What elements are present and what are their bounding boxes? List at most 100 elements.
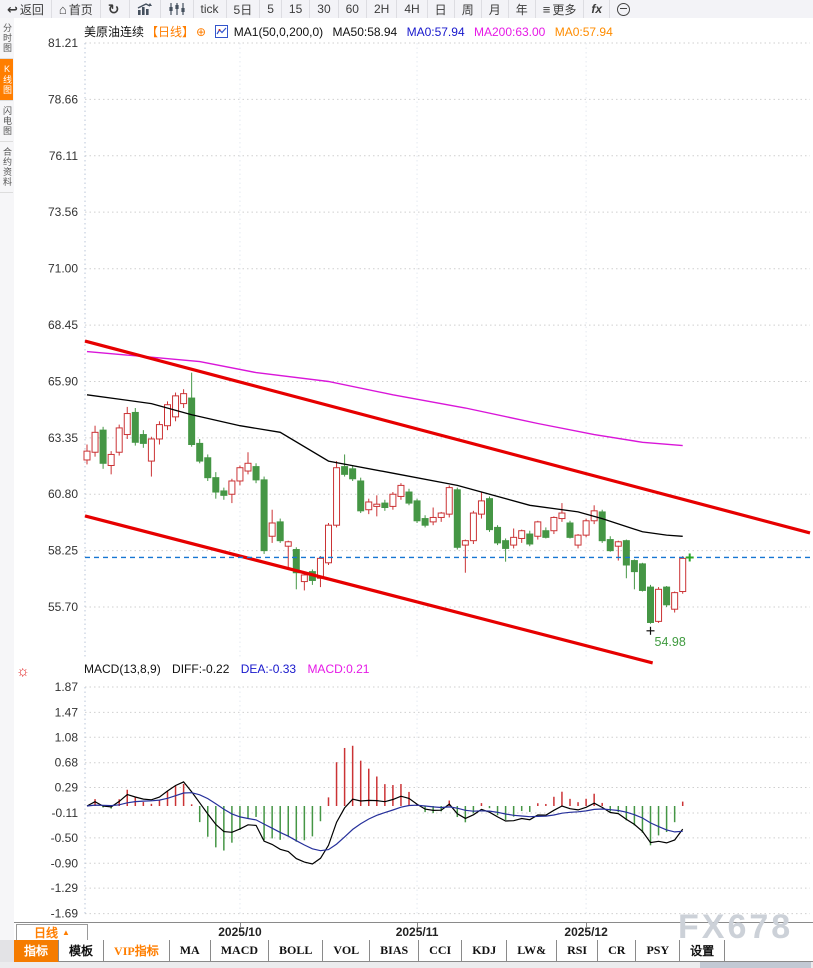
macd-axis-label: 0.29 (55, 781, 79, 795)
candle-chart-type-button[interactable] (161, 0, 194, 18)
candle-body (606, 539, 614, 552)
interval-15-button[interactable]: 15 (282, 0, 311, 18)
tab-KDJ[interactable]: KDJ (462, 940, 508, 962)
price-axis-label: 58.25 (48, 544, 78, 558)
macd-header: MACD(13,8,9) DIFF:-0.22 DEA:-0.33 MACD:0… (84, 662, 377, 676)
tab-VOL[interactable]: VOL (323, 940, 371, 962)
tab-BOLL[interactable]: BOLL (269, 940, 324, 962)
candle-body (421, 518, 429, 526)
price-axis-label: 73.56 (48, 205, 78, 219)
x-axis-row: 日线 ▲ 2025/10 2025/11 2025/12 (14, 922, 813, 941)
triangle-up-icon: ▲ (62, 928, 70, 937)
candle-body (655, 588, 663, 622)
low-price-label: 54.98 (655, 635, 686, 649)
more-button[interactable]: ≡ 更多 (536, 0, 585, 18)
refresh-button[interactable]: ↻ (101, 0, 130, 18)
candle-body (91, 431, 99, 453)
hamburger-icon: ≡ (542, 1, 551, 17)
price-axis-label: 60.80 (48, 487, 78, 501)
x-axis-tick (417, 923, 419, 927)
candle-body (196, 442, 204, 462)
tab-设置[interactable]: 设置 (680, 940, 726, 962)
candle-body (389, 493, 397, 507)
back-label: 返回 (19, 2, 44, 17)
tab-PSY[interactable]: PSY (636, 940, 681, 962)
bottom-left-corner (0, 940, 14, 962)
candle-body (292, 549, 300, 574)
interval-tick-button[interactable]: tick (194, 0, 227, 18)
channel-lower-line (84, 514, 654, 665)
back-button[interactable]: ↩ 返回 (0, 0, 52, 18)
indicator-settings-icon[interactable]: ☼ (16, 663, 30, 680)
interval-60-button[interactable]: 60 (339, 0, 367, 18)
add-indicator-icon[interactable]: ⊕ (196, 25, 207, 39)
period-label: 日线 (34, 926, 59, 940)
macd-axis-label: -0.90 (51, 856, 79, 870)
sidebar-item-kline[interactable]: K线图 (0, 59, 13, 101)
back-arrow-icon: ↩ (7, 1, 18, 17)
zoom-out-button[interactable] (610, 0, 637, 18)
price-axis-label: 81.21 (48, 36, 78, 50)
tab-指标[interactable]: 指标 (14, 940, 60, 962)
candle-body (558, 512, 566, 520)
tab-LW&[interactable]: LW& (507, 940, 558, 962)
price-axis-label: 65.90 (48, 374, 78, 388)
sidebar-item-contract-info[interactable]: 合约资料 (0, 142, 13, 193)
ma50-line (86, 394, 683, 537)
candle-body (220, 490, 228, 496)
interval-5day-button[interactable]: 5日 (227, 0, 261, 18)
candle-body (139, 434, 147, 444)
diff-value: DIFF:-0.22 (172, 662, 230, 676)
home-icon: ⌂ (58, 1, 67, 17)
interval-年-button[interactable]: 年 (509, 0, 536, 18)
candle-body (397, 484, 405, 497)
ma50-value: MA50:58.94 (332, 25, 398, 39)
interval-2H-button[interactable]: 2H (367, 0, 398, 18)
refresh-icon: ↻ (107, 1, 120, 17)
price-axis-label: 76.11 (49, 149, 78, 163)
interval-30-button[interactable]: 30 (310, 0, 339, 18)
tab-CR[interactable]: CR (598, 940, 637, 962)
mini-chart-icon[interactable] (215, 25, 229, 38)
interval-月-button[interactable]: 月 (482, 0, 509, 18)
macd-axis-label: -0.50 (51, 831, 79, 845)
candle-body (510, 536, 518, 546)
top-toolbar: ↩ 返回 ⌂ 首页 ↻ tick 5日 5 15 30 60 2H 4H 日周月年 (0, 0, 813, 19)
candle-body (502, 540, 510, 549)
candle-body (99, 429, 107, 464)
home-button[interactable]: ⌂ 首页 (52, 0, 101, 18)
tab-CCI[interactable]: CCI (419, 940, 463, 962)
candle-body (566, 522, 574, 538)
five-day-label: 5日 (233, 2, 253, 17)
tab-模板[interactable]: 模板 (59, 940, 105, 962)
tab-RSI[interactable]: RSI (557, 940, 599, 962)
period-selector-button[interactable]: 日线 ▲ (16, 924, 88, 941)
interval-周-button[interactable]: 周 (455, 0, 482, 18)
price-chart-canvas[interactable]: 81.21 78.66 76.11 73.56 71.00 68.45 65.90 63.35… (14, 18, 813, 922)
sidebar-item-timeshare[interactable]: 分时图 (0, 18, 13, 59)
tab-BIAS[interactable]: BIAS (370, 940, 420, 962)
line-chart-type-button[interactable] (130, 0, 161, 18)
candle-body (647, 586, 654, 623)
channel-upper-line (84, 339, 811, 535)
zoom-out-icon (617, 2, 631, 16)
candle-body (131, 411, 139, 443)
macd-axis-label: -1.29 (51, 881, 79, 895)
interval-4H-button[interactable]: 4H (397, 0, 428, 18)
interval-日-button[interactable]: 日 (428, 0, 455, 18)
sidebar-item-lightning[interactable]: 闪电图 (0, 101, 13, 142)
indicator-fx-button[interactable]: fx (584, 0, 611, 18)
candle-body (244, 462, 252, 472)
horizontal-scrollbar[interactable] (0, 962, 813, 968)
candle-body (574, 534, 582, 546)
tab-MA[interactable]: MA (169, 940, 211, 962)
candle-body (598, 511, 606, 542)
macd-axis-label: 1.08 (55, 730, 79, 744)
scrollbar-thumb[interactable] (700, 962, 811, 968)
macd-axis-label: -0.11 (52, 806, 79, 820)
tab-VIP指标[interactable]: VIP指标 (104, 940, 170, 962)
candle-body (147, 438, 155, 462)
tab-MACD[interactable]: MACD (210, 940, 270, 962)
interval-5-button[interactable]: 5 (260, 0, 282, 18)
